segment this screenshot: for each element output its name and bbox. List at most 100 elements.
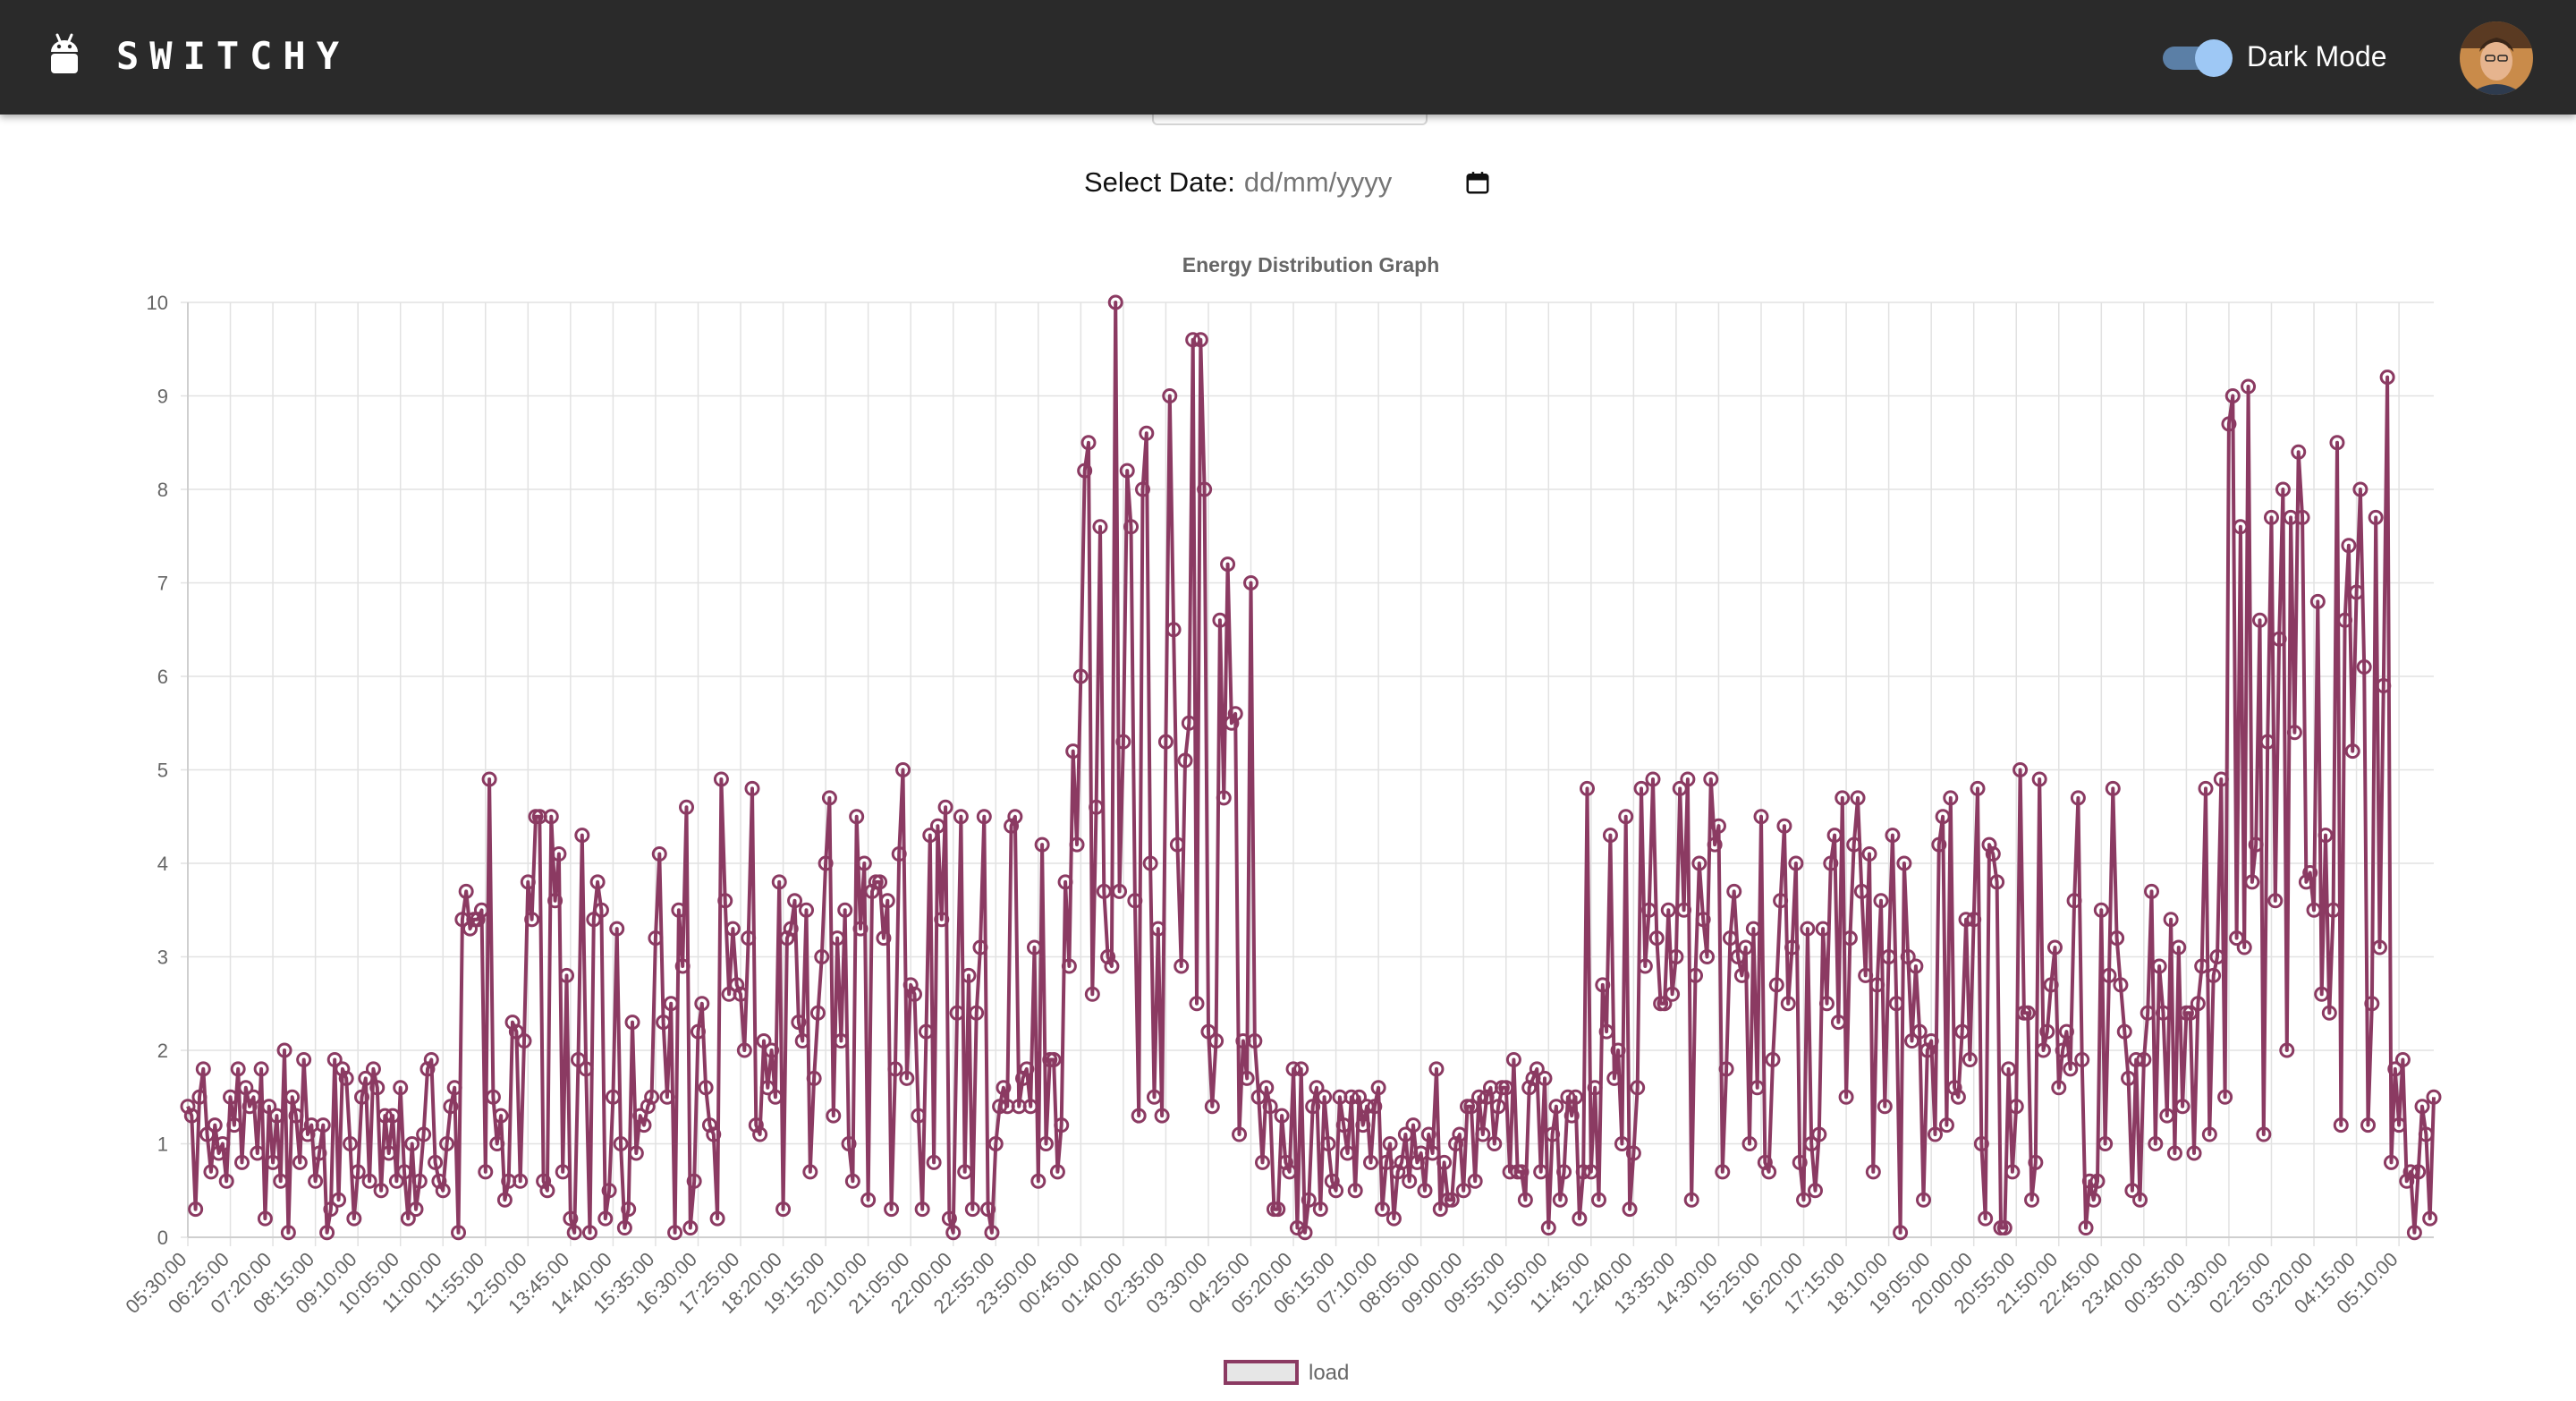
data-point — [1359, 1099, 1375, 1115]
data-point — [369, 1080, 386, 1096]
data-point — [1665, 986, 1681, 1002]
data-point — [2035, 1042, 2051, 1058]
data-point — [922, 828, 938, 844]
data-point — [1703, 771, 1719, 787]
data-point — [2136, 1051, 2152, 1067]
data-point — [964, 1201, 980, 1218]
data-point — [1247, 1033, 1263, 1049]
data-point — [1792, 1154, 1808, 1170]
data-point — [1254, 1154, 1270, 1170]
data-point — [1282, 1164, 1298, 1180]
data-point — [1305, 1099, 1321, 1115]
data-point — [1676, 902, 1692, 918]
data-point — [1695, 912, 1711, 928]
user-avatar[interactable] — [2460, 21, 2533, 95]
data-point — [1312, 1201, 1328, 1218]
data-point — [926, 1154, 942, 1170]
data-point — [1385, 1210, 1402, 1227]
data-point — [215, 1136, 231, 1151]
data-point — [513, 1173, 529, 1189]
data-point — [1007, 809, 1023, 825]
data-point — [563, 1210, 579, 1227]
data-point — [365, 1061, 381, 1077]
data-point — [2004, 1164, 2021, 1180]
data-point — [1077, 463, 1093, 479]
data-point — [319, 1225, 335, 1241]
data-point — [1115, 734, 1131, 750]
data-point — [1625, 1145, 1641, 1161]
calendar-icon[interactable] — [1464, 169, 1491, 196]
data-point — [1958, 912, 1974, 928]
data-point — [844, 1173, 860, 1189]
data-point — [2194, 958, 2210, 974]
data-point — [1197, 481, 1213, 497]
data-point — [2046, 939, 2063, 955]
data-point — [1707, 836, 1723, 853]
data-point — [1908, 958, 1924, 974]
data-point — [1335, 1117, 1352, 1134]
data-point — [1378, 1154, 1394, 1170]
data-point — [1320, 1136, 1336, 1151]
data-point — [1869, 977, 1885, 993]
data-point — [2151, 958, 2167, 974]
data-point — [1417, 1183, 1433, 1199]
data-point — [1830, 1015, 1846, 1031]
data-point — [183, 1108, 199, 1124]
data-point — [361, 1173, 377, 1189]
dark-mode-toggle[interactable] — [2163, 39, 2233, 77]
data-point — [559, 967, 575, 983]
data-point — [191, 1089, 208, 1105]
data-point — [1192, 332, 1208, 348]
date-input[interactable] — [1243, 163, 1461, 202]
data-point — [616, 1220, 632, 1236]
data-point — [1487, 1136, 1503, 1151]
data-point — [724, 921, 741, 937]
data-point — [2089, 1173, 2106, 1189]
brand[interactable]: SWITCHY — [47, 32, 350, 79]
data-point — [686, 1173, 702, 1189]
data-point — [1745, 921, 1761, 937]
data-point — [1893, 1225, 1909, 1241]
data-point — [2190, 996, 2206, 1012]
data-point — [621, 1201, 637, 1218]
data-point — [1428, 1061, 1445, 1077]
data-point — [1517, 1192, 1533, 1208]
data-point — [809, 1005, 826, 1021]
data-point — [2128, 1051, 2144, 1067]
data-point — [2097, 1136, 2114, 1151]
data-point — [2368, 509, 2384, 525]
data-point — [1896, 855, 1912, 871]
data-point — [1232, 1126, 1248, 1142]
data-point — [759, 1080, 775, 1096]
data-point — [918, 1023, 934, 1040]
data-point — [1216, 790, 1232, 806]
data-point — [1823, 855, 1839, 871]
data-point — [358, 1070, 374, 1086]
data-point — [2155, 1005, 2171, 1021]
data-point — [1938, 1117, 1954, 1134]
data-point — [2387, 1061, 2403, 1077]
data-point — [408, 1201, 424, 1218]
data-point — [1846, 836, 1862, 853]
data-point — [1548, 1099, 1564, 1115]
data-point — [1212, 612, 1228, 628]
data-point — [1587, 1080, 1603, 1096]
data-point — [1885, 828, 1901, 844]
data-point — [2411, 1164, 2427, 1180]
data-point — [578, 1061, 594, 1077]
data-point — [849, 809, 865, 825]
data-point — [388, 1173, 404, 1189]
data-point — [1645, 771, 1661, 787]
data-point — [1297, 1225, 1313, 1241]
y-tick-label: 8 — [157, 479, 168, 501]
data-point — [798, 902, 814, 918]
data-point — [756, 1033, 772, 1049]
chart-title: Energy Distribution Graph — [1182, 253, 1440, 276]
data-point — [852, 921, 869, 937]
data-point — [2371, 939, 2387, 955]
data-point — [2418, 1126, 2434, 1142]
data-point — [1022, 1099, 1038, 1115]
data-point — [2031, 771, 2047, 787]
data-point — [481, 771, 497, 787]
data-point — [1962, 1051, 1978, 1067]
